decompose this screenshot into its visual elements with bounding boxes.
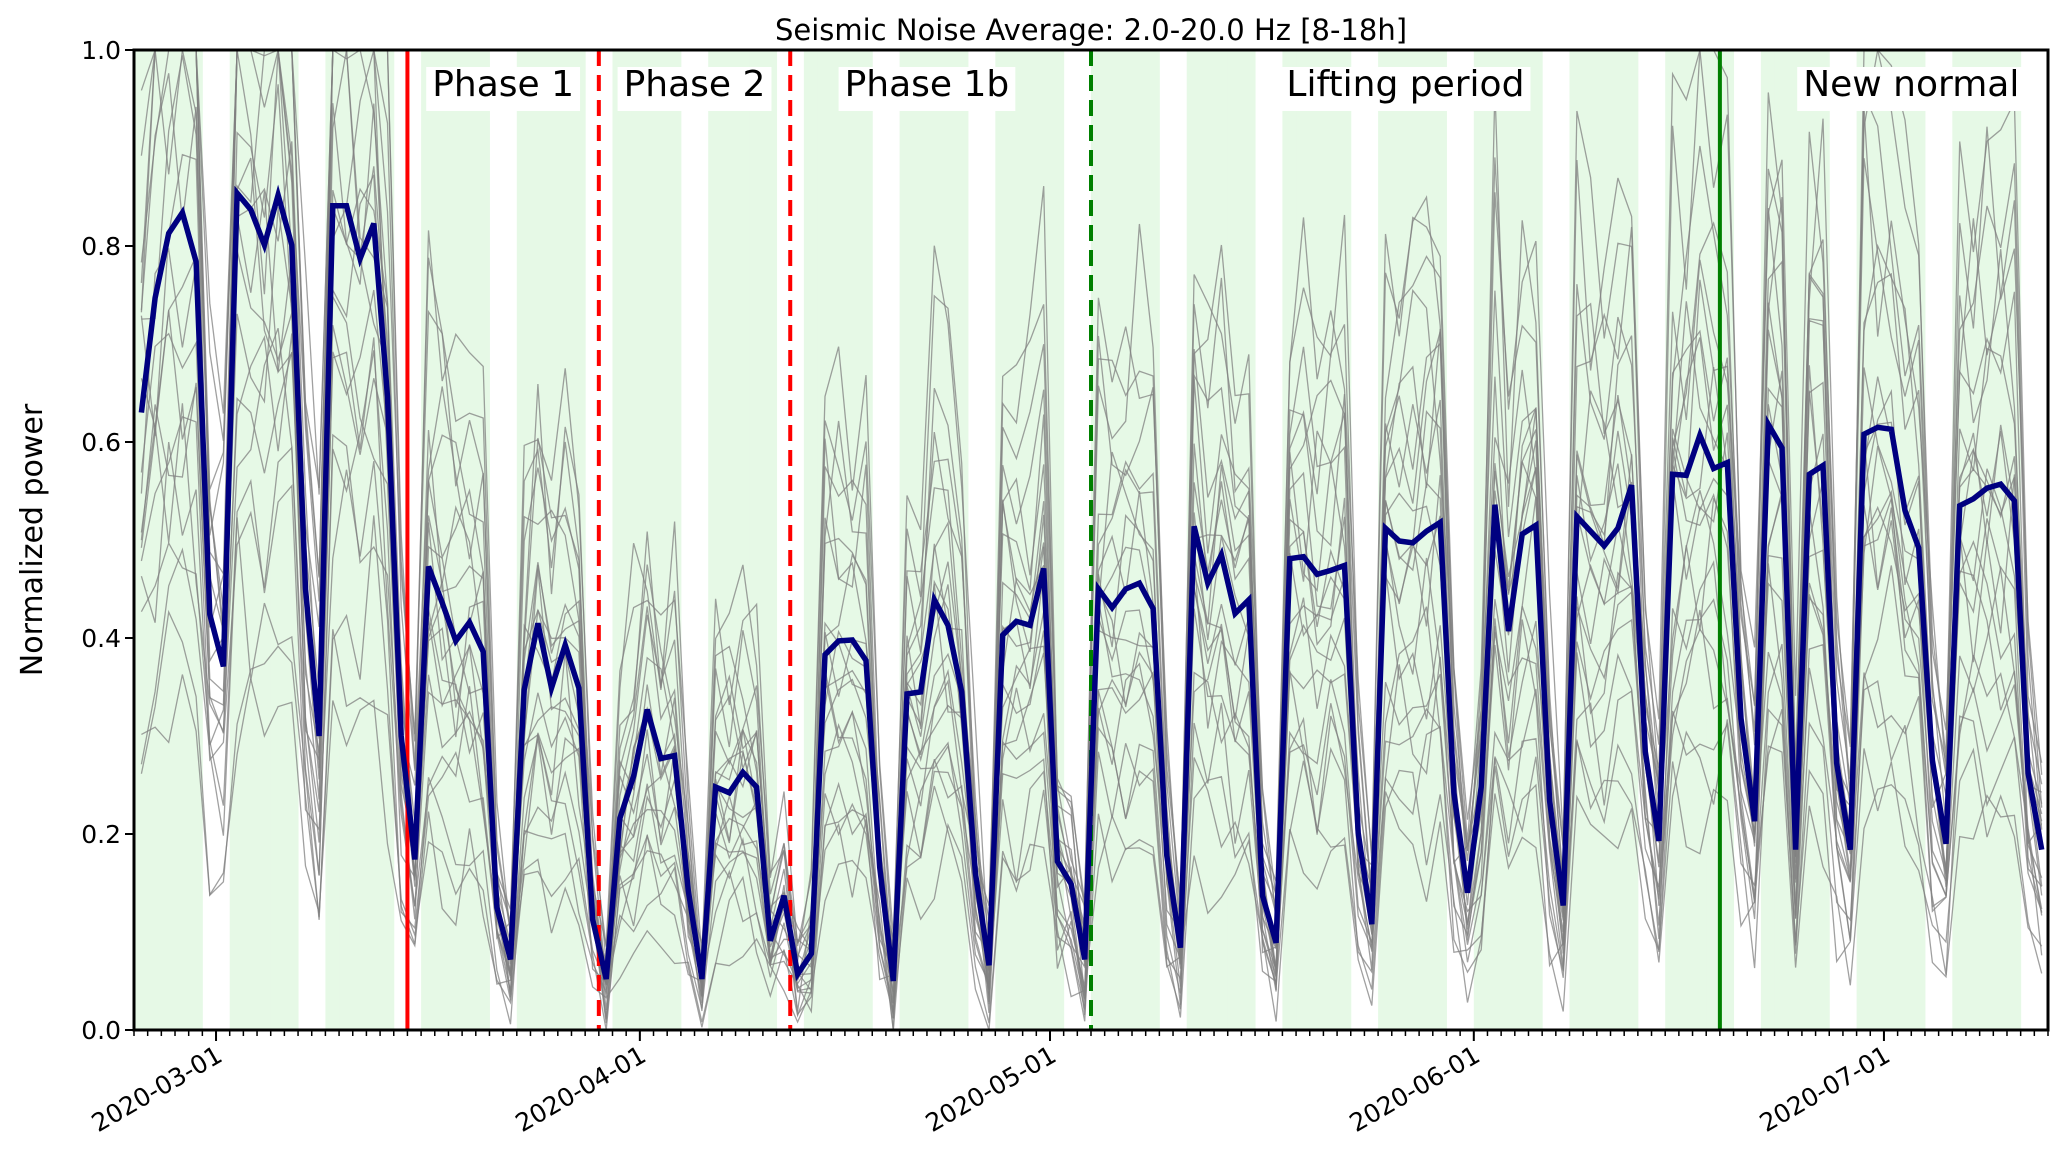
x-tick-label: 2020-05-01 xyxy=(921,1040,1061,1138)
weekday-band xyxy=(448,50,463,1030)
phase-annotation: Phase 2 xyxy=(617,64,772,111)
phase-annotations: Phase 1 Phase 2 Phase 1b Lifting period New … xyxy=(426,64,2026,111)
phase-annotation: Phase 1 xyxy=(426,64,581,111)
x-tick-label: 2020-06-01 xyxy=(1344,1040,1484,1138)
weekday-band xyxy=(1501,50,1516,1030)
x-tick-label: 2020-04-01 xyxy=(511,1040,651,1138)
phase-label: Lifting period xyxy=(1286,64,1524,105)
annotation-background xyxy=(426,67,581,111)
phase-annotation: Lifting period xyxy=(1280,64,1531,111)
weekday-band xyxy=(352,50,367,1030)
weekday-band xyxy=(175,50,190,1030)
y-tick-label: 0.2 xyxy=(81,820,121,849)
annotation-background xyxy=(617,67,772,111)
weekday-band xyxy=(434,50,449,1030)
weekday-band xyxy=(762,50,778,1030)
weekday-band xyxy=(831,50,846,1030)
y-tick-label: 0.8 xyxy=(81,232,121,261)
phase-label: Phase 2 xyxy=(624,64,766,105)
phase-annotation: New normal xyxy=(1797,64,2026,111)
x-tick-label: 2020-07-01 xyxy=(1755,1040,1895,1138)
y-tick-label: 0.6 xyxy=(81,428,121,457)
weekday-band xyxy=(257,50,272,1030)
weekday-band xyxy=(1104,50,1119,1030)
y-tick-label: 0.4 xyxy=(81,624,121,653)
weekday-band xyxy=(1036,50,1051,1030)
event-lines xyxy=(405,50,1722,1030)
mean-line-group xyxy=(138,184,2045,982)
weekday-band xyxy=(940,50,955,1030)
weekday-band xyxy=(1583,50,1598,1030)
weekday-band xyxy=(1118,50,1133,1030)
weekday-band xyxy=(1145,50,1160,1030)
phase-annotation: Phase 1b xyxy=(838,64,1016,111)
weekday-band xyxy=(1296,50,1311,1030)
weekday-band xyxy=(653,50,668,1030)
phase-label: Phase 1b xyxy=(845,64,1010,105)
annotation-background xyxy=(838,67,1016,111)
weekday-band xyxy=(1337,50,1352,1030)
y-axis: 0.0 0.2 0.4 0.6 0.8 1.0 xyxy=(81,36,134,1045)
weekday-band xyxy=(270,50,285,1030)
mean-line xyxy=(138,184,2045,982)
weekday-band xyxy=(1610,50,1625,1030)
weekday-band xyxy=(721,50,737,1030)
y-tick-label: 0.0 xyxy=(81,1016,121,1045)
weekday-band xyxy=(1309,50,1324,1030)
weekday-band xyxy=(1008,50,1024,1030)
phase-label: New normal xyxy=(1803,64,2019,105)
x-axis: 2020-03-01 2020-04-01 2020-05-01 2020-06-01… xyxy=(87,1030,2049,1138)
weekday-band xyxy=(243,50,258,1030)
weekday-band xyxy=(844,50,860,1030)
x-tick-label: 2020-03-01 xyxy=(87,1040,227,1138)
y-tick-label: 1.0 xyxy=(81,36,121,65)
weekday-band xyxy=(339,50,354,1030)
weekday-band xyxy=(735,50,750,1030)
weekday-band xyxy=(1897,50,1912,1030)
weekday-band xyxy=(913,50,928,1030)
weekday-band xyxy=(1227,50,1242,1030)
annotation-background xyxy=(1797,67,2026,111)
weekday-band xyxy=(1993,50,2008,1030)
weekday-band xyxy=(530,50,545,1030)
weekday-band xyxy=(1323,50,1338,1030)
phase-label: Phase 1 xyxy=(432,64,574,105)
weekday-band xyxy=(1419,50,1434,1030)
weekday-band xyxy=(557,50,572,1030)
annotation-background xyxy=(1280,67,1531,111)
chart-title: Seismic Noise Average: 2.0-20.0 Hz [8-18… xyxy=(775,13,1407,47)
weekday-band xyxy=(1692,50,1707,1030)
y-axis-label: Normalized power xyxy=(15,403,50,676)
